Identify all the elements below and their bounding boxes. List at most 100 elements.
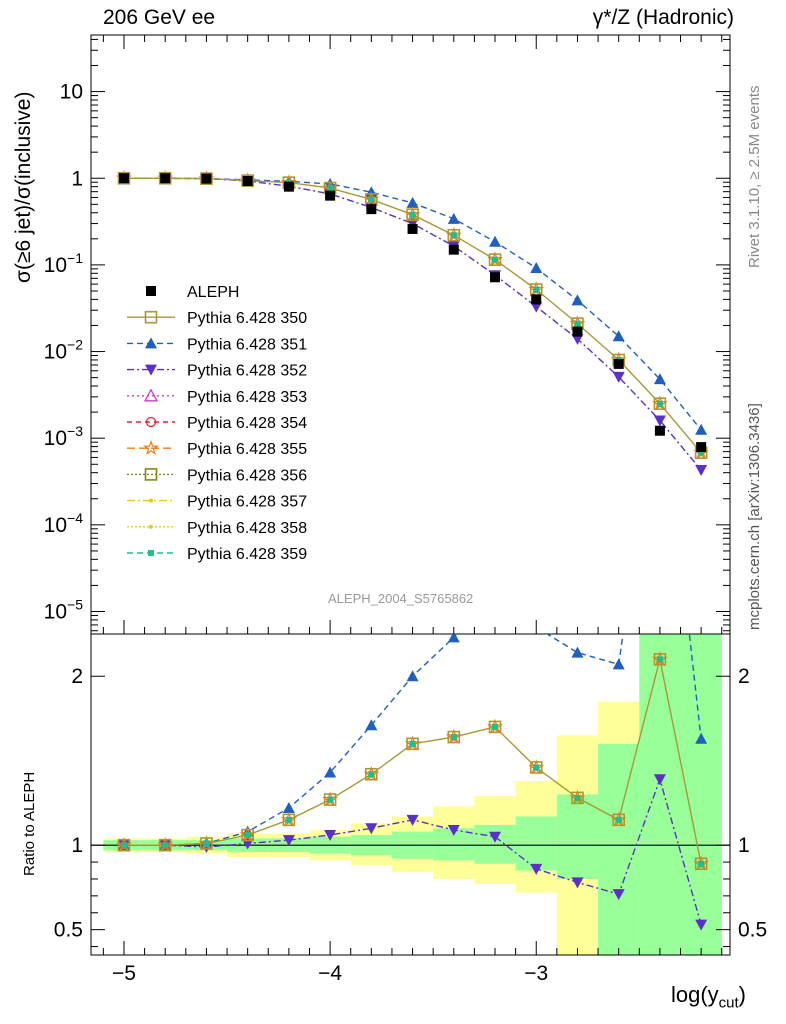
ratio-y-axis-label: Ratio to ALEPH (21, 771, 38, 876)
ratio-point-351 (489, 577, 501, 588)
ratio-point-359 (492, 723, 499, 730)
data-point-aleph (613, 358, 624, 369)
ratio-point-351 (695, 732, 708, 744)
ratio-point-359 (203, 840, 210, 847)
main-point-359 (327, 185, 334, 192)
ratio-point-352 (612, 889, 625, 901)
data-point-aleph (242, 175, 253, 186)
main-frame (90, 34, 731, 635)
legend-label: Pythia 6.428 359 (187, 546, 307, 563)
main-point-352 (695, 464, 708, 476)
legend-marker (149, 524, 153, 529)
ratio-point-359 (450, 734, 457, 741)
main-point-351 (447, 212, 460, 224)
legend-item: Pythia 6.428 356 (127, 467, 307, 484)
legend-item: Pythia 6.428 350 (127, 310, 307, 327)
main-y-tick-label: 10−1 (44, 250, 84, 277)
main-point-359 (698, 449, 705, 456)
ratio-y-tick-label: 1 (71, 834, 83, 857)
data-point-aleph (490, 272, 501, 283)
ratio-point-359 (409, 740, 416, 747)
data-point-aleph (531, 294, 542, 305)
main-y-tick-label: 10−4 (44, 510, 84, 537)
ratio-frame (90, 633, 731, 956)
analysis-id: ALEPH_2004_S5765862 (328, 591, 474, 606)
legend-marker (146, 286, 156, 296)
x-axis-label: log(ycut) (670, 982, 746, 1012)
legend-label: Pythia 6.428 355 (187, 441, 307, 458)
legend-item: Pythia 6.428 351 (127, 336, 307, 353)
main-point-359 (492, 256, 499, 263)
ratio-y-tick-label: 0.5 (54, 919, 83, 942)
legend-label: Pythia 6.428 356 (187, 467, 307, 484)
ratio-point-359 (574, 794, 581, 801)
main-y-axis-label: σ(≥6 jet)/σ(inclusive) (12, 91, 35, 283)
legend-marker (145, 364, 157, 376)
main-point-359 (409, 211, 416, 218)
ratio-point-351 (324, 766, 337, 778)
legend-item: Pythia 6.428 353 (127, 388, 307, 406)
legend-marker (145, 416, 157, 428)
data-point-aleph (160, 173, 171, 184)
band-green (556, 794, 599, 879)
legend-marker (143, 439, 159, 455)
main-y-tick-label: 10−5 (44, 597, 84, 624)
ratio-point-352 (282, 835, 295, 847)
ratio-point-351 (406, 670, 419, 682)
ratio-point-352 (571, 877, 584, 889)
data-point-aleph (696, 442, 707, 453)
legend-label: Pythia 6.428 351 (187, 336, 307, 353)
main-point-352 (653, 415, 666, 427)
main-series (116, 169, 710, 476)
main-point-359 (656, 400, 663, 407)
main-point-351 (612, 330, 625, 342)
legend-label: Pythia 6.428 357 (187, 494, 307, 511)
main-y-tick-label: 1 (71, 167, 83, 190)
data-point-aleph (407, 223, 418, 234)
legend-marker (148, 550, 154, 556)
main-point-359 (574, 320, 581, 327)
band-green (474, 824, 516, 864)
band-green (515, 816, 557, 871)
ratio-point-351 (447, 634, 460, 643)
data-point-aleph (448, 244, 459, 255)
main-point-352 (571, 333, 584, 345)
legend-label: Pythia 6.428 352 (187, 363, 307, 380)
data-point-aleph (654, 425, 665, 436)
legend: ALEPH Pythia 6.428 350 Pythia 6.428 351 Pyt… (127, 284, 307, 563)
mcplots-label: mcplots.cern.ch [arXiv:1306.3436] (746, 403, 763, 630)
main-point-359 (368, 196, 375, 203)
legend-marker (145, 337, 157, 349)
main-point-351 (489, 235, 502, 247)
main-point-351 (695, 423, 708, 435)
x-tick-label: −3 (524, 962, 548, 985)
rivet-label: Rivet 3.1.10, ≥ 2.5M events (746, 85, 763, 269)
legend-marker (143, 388, 159, 402)
ratio-series (116, 577, 710, 931)
legend-marker (144, 310, 158, 324)
ratio-point-351 (365, 719, 378, 731)
data-point-aleph (366, 204, 377, 215)
main-point-351 (530, 262, 543, 274)
legend-item: Pythia 6.428 354 (127, 415, 307, 432)
legend-label: Pythia 6.428 350 (187, 310, 307, 327)
main-point-352 (612, 371, 625, 383)
header-left: 206 GeV ee (103, 6, 216, 29)
legend-label: ALEPH (187, 284, 239, 301)
header-right: γ*/Z (Hadronic) (592, 6, 734, 29)
main-point-359 (533, 286, 540, 293)
legend-label: Pythia 6.428 354 (187, 415, 307, 432)
ratio-point-359 (120, 842, 127, 849)
ratio-point-359 (327, 796, 334, 803)
legend-item: Pythia 6.428 358 (127, 520, 307, 537)
ratio-y-tick-label-right: 1 (738, 834, 750, 857)
ratio-point-359 (533, 764, 540, 771)
legend-marker (144, 468, 158, 481)
data-point-aleph (118, 173, 129, 184)
x-tick-label: −5 (112, 962, 136, 985)
ratio-point-352 (447, 824, 460, 836)
ratio-point-351 (571, 646, 584, 658)
ratio-point-352 (653, 774, 666, 786)
legend-item: Pythia 6.428 355 (127, 439, 307, 458)
data-point-aleph (572, 326, 583, 337)
